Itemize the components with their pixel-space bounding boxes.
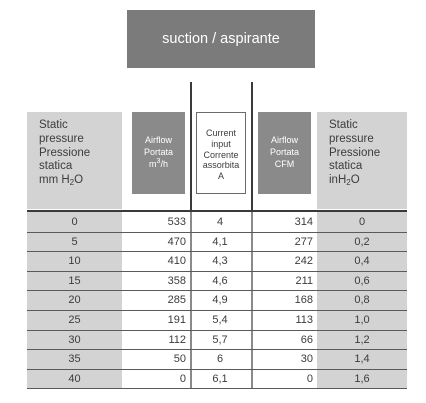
unit-tail: O	[350, 174, 360, 187]
header-airflow-cfm: Airflow Portata CFM	[258, 112, 311, 194]
row-divider	[27, 270, 407, 272]
header-line: statica	[39, 160, 73, 173]
row-divider	[27, 368, 407, 370]
header-line: Airflow	[144, 135, 172, 146]
table-cell: 6,1	[212, 372, 228, 385]
table-cell: 40	[68, 372, 81, 385]
unit-subscript: 2	[69, 178, 75, 188]
table-cell: 4,6	[212, 274, 228, 287]
header-line: Static	[39, 119, 68, 131]
header-line: Current	[205, 128, 236, 138]
table-cell: 4,9	[212, 294, 228, 307]
header-line: A	[217, 171, 224, 182]
table-cell: 277	[294, 235, 313, 248]
header-line: input	[211, 138, 231, 149]
table-cell: 4,3	[212, 255, 228, 268]
column-shade-mm	[27, 212, 122, 388]
table-cell: 0,8	[354, 294, 370, 307]
row-divider	[27, 251, 407, 253]
row-divider	[27, 310, 407, 311]
table-cell: 0	[358, 216, 366, 228]
unit-tail: O	[74, 174, 84, 187]
table-cell: 1,2	[354, 333, 370, 346]
table-title: suction / aspirante	[127, 10, 315, 68]
table-cell: 410	[167, 255, 186, 268]
table-cell: 4,1	[212, 235, 228, 248]
table-cell: 5	[71, 235, 78, 248]
header-line: Pressione	[329, 146, 381, 159]
unit-tail: /h	[160, 158, 168, 169]
table-cell: 0,2	[354, 235, 370, 248]
table-cell: 66	[300, 333, 313, 346]
table-cell: 30	[300, 353, 313, 366]
header-airflow-m3h: Airflow Portata m3/h	[132, 112, 185, 194]
header-line: statica	[329, 160, 363, 173]
header-unit: inH2O	[329, 174, 407, 188]
header-line: assorbita	[202, 160, 240, 171]
table-cell: 533	[167, 216, 186, 228]
column-shade-in	[317, 212, 407, 388]
table-cell: 314	[294, 216, 313, 228]
header-line: Corrente	[203, 149, 239, 160]
table-cell: 0,4	[354, 255, 370, 268]
unit-base: mm H	[39, 174, 70, 187]
header-static-pressure-mm: Static pressure Pressione statica mm H2O	[27, 112, 122, 209]
unit-superscript: 3	[156, 157, 161, 165]
table-cell: 168	[294, 294, 313, 307]
table-cell: 1,6	[354, 372, 370, 385]
table-cell: 35	[68, 353, 81, 366]
header-line: Static	[329, 119, 358, 131]
table-cell: 470	[167, 235, 186, 248]
row-divider	[27, 231, 407, 233]
header-divider	[190, 82, 192, 210]
table-cell: 1,4	[354, 353, 370, 366]
header-line: Portata	[269, 147, 300, 158]
table-cell: 112	[168, 333, 186, 346]
table-cell: 6	[216, 353, 224, 366]
table-cell: 242	[294, 255, 313, 268]
unit-base: inH	[329, 174, 347, 187]
header-line: CFM	[274, 158, 295, 169]
unit-subscript: 2	[346, 178, 351, 188]
table-cell: 285	[167, 294, 186, 307]
table-cell: 0	[71, 216, 78, 228]
header-divider	[251, 82, 253, 210]
column-separator	[251, 212, 253, 388]
header-unit: mm H2O	[39, 174, 122, 188]
table-cell: 113	[295, 314, 313, 326]
header-line: Portata	[143, 147, 174, 158]
header-static-pressure-in: Static pressure Pressione statica inH2O	[317, 112, 407, 209]
header-current-input: Current input Corrente assorbita A	[196, 112, 246, 194]
table-cell: 211	[295, 274, 313, 287]
unit-base: m	[149, 158, 157, 169]
row-divider	[27, 349, 407, 351]
table-cell: 30	[68, 333, 81, 346]
header-line: Pressione	[39, 146, 91, 159]
table-cell: 25	[68, 314, 81, 326]
table-cell: 0,6	[354, 274, 370, 287]
header-line: Airflow	[270, 135, 298, 146]
table-cell: 5,4	[212, 314, 228, 326]
table-bottom-rule	[27, 388, 407, 389]
table-cell: 50	[173, 353, 186, 366]
table-cell: 15	[68, 274, 81, 287]
table-cell: 10	[68, 255, 81, 268]
table-cell: 1,0	[354, 314, 370, 326]
table-cell: 20	[68, 294, 81, 307]
table-cell: 0	[306, 372, 313, 385]
table-cell: 358	[167, 274, 186, 287]
header-line: pressure	[39, 132, 84, 145]
table-cell: 5,7	[212, 333, 228, 346]
row-divider	[27, 329, 407, 331]
header-bottom-rule	[27, 210, 407, 212]
table-cell: 0	[179, 372, 186, 385]
table-cell: 191	[167, 314, 186, 326]
table-cell: 4	[216, 216, 224, 228]
header-line: pressure	[329, 132, 374, 145]
row-divider	[27, 290, 407, 292]
header-unit: m3/h	[149, 157, 168, 171]
column-separator	[190, 212, 192, 388]
